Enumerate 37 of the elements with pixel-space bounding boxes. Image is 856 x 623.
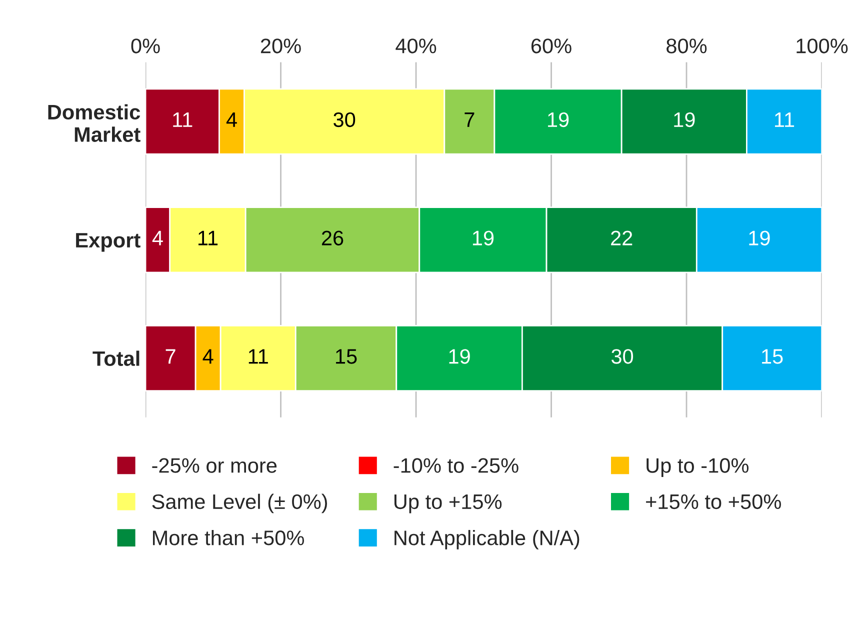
data-label: 19 [449, 349, 470, 364]
data-label: 30 [334, 112, 356, 128]
data-label: 7 [166, 349, 176, 364]
legend-label: Up to +15% [394, 494, 502, 514]
legend-label: -10% to -25% [394, 458, 518, 473]
data-label: 22 [611, 230, 632, 246]
x-tick-label: 80% [666, 38, 707, 54]
data-label: 4 [226, 112, 237, 127]
data-label: 7 [464, 112, 474, 127]
data-label: 26 [322, 230, 344, 246]
data-label: 30 [611, 349, 634, 364]
data-label: 11 [198, 230, 218, 246]
data-label: 11 [775, 112, 794, 127]
data-label: 19 [472, 230, 494, 246]
data-label: 19 [749, 230, 770, 246]
data-label: 15 [762, 349, 783, 364]
x-tick-label: 40% [396, 38, 436, 54]
data-label: 19 [548, 112, 569, 128]
legend-label: Up to -10% [646, 458, 749, 477]
legend-label: Not Applicable (N/A) [394, 530, 580, 550]
legend-label: More than +50% [152, 530, 304, 546]
y-tick-label: Total [92, 350, 140, 366]
data-label: 15 [336, 349, 357, 364]
x-tick-label: 100% [796, 38, 848, 54]
x-tick-label: 60% [531, 38, 572, 54]
data-label: 4 [152, 230, 163, 246]
y-tick-label: Domestic Market [48, 104, 140, 142]
x-tick-label: 0% [131, 38, 160, 54]
x-tick-label: 20% [260, 38, 301, 54]
legend-label: +15% to +50% [646, 494, 781, 510]
data-label: 11 [248, 349, 268, 364]
y-tick-label: Export [76, 233, 140, 252]
data-label: 11 [173, 112, 192, 127]
legend-label: Same Level (± 0%) [152, 494, 327, 514]
data-label: 19 [674, 112, 695, 128]
legend-label: -25% or more [152, 458, 277, 473]
data-label: 4 [202, 349, 214, 364]
